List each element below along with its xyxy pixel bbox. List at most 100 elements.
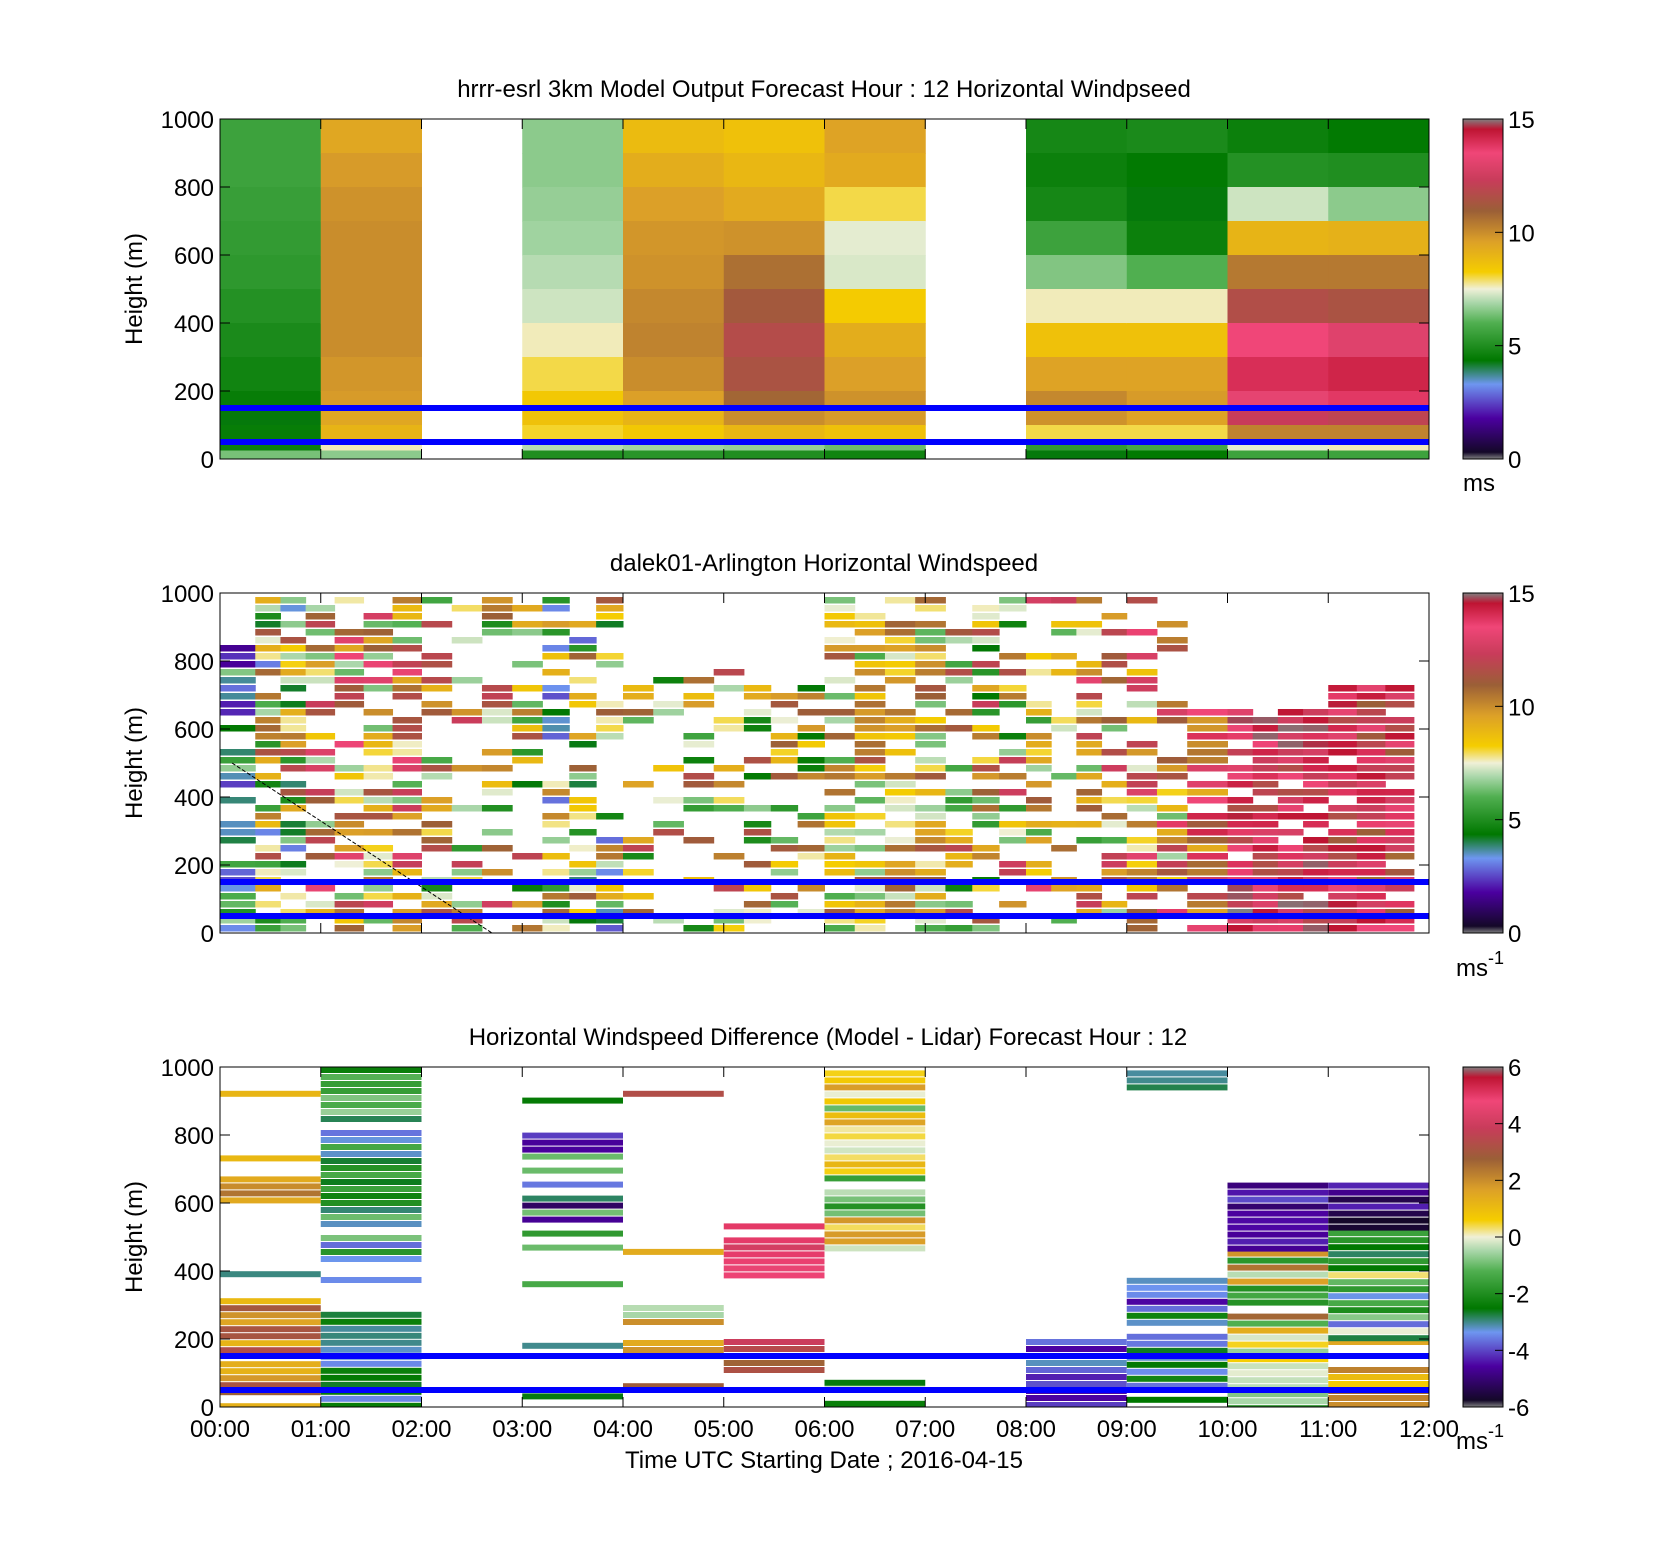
lidar-cell (363, 789, 394, 796)
difference-cell (220, 1403, 321, 1407)
model-cell (1227, 391, 1329, 409)
lidar-cell (770, 893, 799, 900)
lidar-cell (392, 725, 422, 732)
difference-colorbar-ticks: -6 -4 -2 0 2 4 6 (1495, 1055, 1529, 1422)
lidar-cell (542, 909, 570, 916)
lidar-cell (1356, 829, 1386, 836)
lidar-cell (1076, 733, 1103, 740)
lidar-cell (1126, 837, 1158, 844)
lidar-cell (1227, 901, 1254, 908)
lidar-cell (363, 845, 394, 852)
difference-cell (1227, 1210, 1329, 1217)
model-cell (1328, 450, 1429, 459)
lidar-cell (915, 621, 946, 628)
lidar-cell (1277, 861, 1304, 868)
lidar-cell (1356, 709, 1386, 716)
lidar-cell (743, 901, 772, 908)
lidar-cell (824, 861, 856, 868)
lidar-cell (220, 645, 256, 652)
model-cell (220, 153, 322, 188)
lidar-cell (945, 925, 973, 932)
lidar-cell (770, 733, 799, 740)
lidar-cell (334, 629, 365, 636)
model-cell (623, 187, 725, 222)
colorbar-tick-label: 2 (1508, 1168, 1521, 1195)
lidar-cell (280, 829, 307, 836)
lidar-cell (1356, 685, 1386, 692)
difference-cell (1328, 1203, 1429, 1210)
model-cell (522, 391, 624, 409)
lidar-cell (854, 749, 886, 756)
model-cell (1126, 357, 1228, 392)
lidar-cell (334, 645, 365, 652)
lidar-cell (1076, 597, 1103, 604)
y-tick-label: 800 (174, 1123, 214, 1150)
lidar-cell (569, 885, 597, 892)
lidar-cell (1187, 901, 1228, 908)
lidar-cell (1156, 821, 1188, 828)
lidar-cell (1126, 805, 1158, 812)
difference-heatmap (220, 1067, 1429, 1407)
lidar-cell (363, 629, 394, 636)
y-tick-label: 1000 (161, 107, 214, 134)
lidar-cell (1385, 885, 1415, 892)
difference-cell (522, 1281, 623, 1288)
lidar-cell (743, 829, 772, 836)
lidar-cell (1328, 829, 1358, 836)
lidar-cell (884, 717, 916, 724)
lidar-cell (824, 917, 856, 924)
lidar-cell (392, 909, 422, 916)
lidar-cell (1126, 765, 1158, 772)
model-cell (623, 357, 725, 392)
lidar-cell (1026, 837, 1052, 844)
difference-cell (1328, 1286, 1429, 1293)
lidar-cell (972, 725, 1000, 732)
lidar-cell (770, 837, 799, 844)
lidar-cell (683, 757, 715, 764)
lidar-cell (824, 613, 856, 620)
lidar-cell (512, 757, 543, 764)
lidar-cell (1026, 829, 1052, 836)
model-cell (824, 408, 926, 426)
lidar-cell (569, 805, 597, 812)
lidar-colorbar-unit: ms-1 (1456, 948, 1504, 982)
lidar-cell (1303, 901, 1329, 908)
lidar-cell (1252, 917, 1279, 924)
lidar-cell (1277, 829, 1304, 836)
lidar-cell (1356, 901, 1386, 908)
lidar-cell (512, 749, 543, 756)
lidar-cell (1356, 845, 1386, 852)
lidar-cell (421, 805, 453, 812)
lidar-cell (255, 645, 281, 652)
difference-cell (320, 1095, 422, 1101)
difference-cell (320, 1116, 422, 1122)
lidar-cell (392, 717, 422, 724)
lidar-cell (255, 829, 281, 836)
lidar-cell (220, 925, 256, 932)
lidar-cell (542, 813, 570, 820)
lidar-cell (305, 789, 336, 796)
lidar-cell (1303, 797, 1329, 804)
model-cell (1026, 425, 1128, 443)
lidar-cell (884, 653, 916, 660)
difference-cell (320, 1235, 422, 1241)
y-tick-label: 200 (174, 1327, 214, 1354)
lidar-cell (1126, 629, 1158, 636)
difference-colorbar: -6 -4 -2 0 2 4 6 ms-1 (1456, 1055, 1529, 1455)
difference-cell (824, 1070, 926, 1077)
lidar-cell (623, 781, 654, 788)
lidar-cell (972, 645, 1000, 652)
lidar-cell (542, 853, 570, 860)
lidar-cell (1252, 789, 1279, 796)
lidar-cell (255, 813, 281, 820)
lidar-cell (854, 901, 886, 908)
lidar-cell (915, 869, 946, 876)
lidar-cell (305, 605, 336, 612)
lidar-cell (596, 925, 624, 932)
lidar-cell (392, 797, 422, 804)
lidar-cell (1356, 925, 1386, 932)
lidar-cell (1026, 821, 1052, 828)
lidar-cell (972, 917, 1000, 924)
lidar-cell (1385, 789, 1415, 796)
lidar-cell (797, 909, 825, 916)
